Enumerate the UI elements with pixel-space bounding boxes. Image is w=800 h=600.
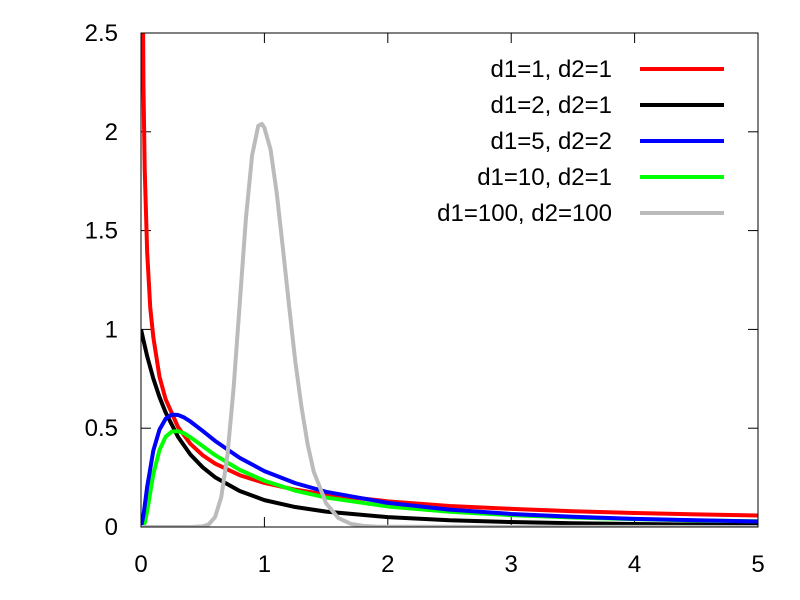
x-tick-label: 3 xyxy=(505,551,518,578)
y-tick-label: 1 xyxy=(105,316,118,343)
series-line-2 xyxy=(141,328,758,527)
y-axis-tick-labels: 0 0.5 1 1.5 2 2.5 xyxy=(85,20,118,541)
legend-label-2: d1=2, d2=1 xyxy=(491,92,612,119)
x-tick-label: 2 xyxy=(381,551,394,578)
x-axis-tick-labels: 0 1 2 3 4 5 xyxy=(134,551,764,578)
y-tick-label: 0.5 xyxy=(85,415,118,442)
x-tick-label: 5 xyxy=(751,551,764,578)
legend-label-4: d1=10, d2=1 xyxy=(477,164,612,191)
x-tick-label: 0 xyxy=(134,551,147,578)
y-tick-label: 0 xyxy=(105,514,118,541)
x-tick-label: 4 xyxy=(628,551,641,578)
legend-label-3: d1=5, d2=2 xyxy=(491,128,612,155)
series-line-1 xyxy=(141,33,758,518)
series-line-3 xyxy=(141,412,758,527)
y-tick-label: 1.5 xyxy=(85,218,118,245)
legend: d1=1, d2=1 d1=2, d2=1 d1=5, d2=2 d1=10, d2=… xyxy=(437,56,724,227)
legend-label-1: d1=1, d2=1 xyxy=(491,56,612,83)
plot-frame xyxy=(140,32,759,528)
legend-label-5: d1=100, d2=100 xyxy=(437,200,612,227)
y-tick-label: 2 xyxy=(105,119,118,146)
y-tick-label: 2.5 xyxy=(85,20,118,47)
x-tick-label: 1 xyxy=(258,551,271,578)
series-line-5 xyxy=(141,121,758,527)
series-group xyxy=(141,33,758,527)
